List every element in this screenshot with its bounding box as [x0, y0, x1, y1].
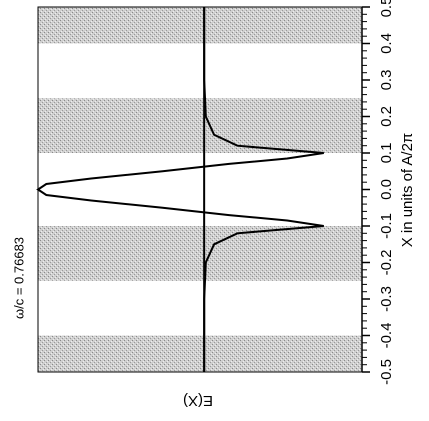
x-axis-title: X in units of A/2π [399, 133, 416, 248]
omega-annotation: ω/c = 0.76683 [11, 237, 26, 319]
x-tick-label: 0.2 [378, 106, 395, 127]
y-axis-title: E(X) [183, 392, 213, 409]
x-tick-label: 0.5 [378, 0, 395, 17]
x-tick-label: -0.4 [378, 323, 395, 349]
shaded-stripe [38, 7, 362, 44]
x-tick-label: 0.4 [378, 33, 395, 54]
x-tick-label: 0.1 [378, 143, 395, 164]
x-axis-tick-labels: -0.5 -0.4 -0.3 -0.2 -0.1 0.0 0.1 0.2 0.3 0.4 0.5 [378, 0, 395, 385]
x-tick-label: 0.3 [378, 70, 395, 91]
x-tick-label: -0.1 [378, 213, 395, 239]
x-tick-label: -0.2 [378, 250, 395, 276]
x-tick-label: -0.3 [378, 286, 395, 312]
shaded-stripe [38, 335, 362, 372]
plot-frame [37, 6, 363, 373]
x-tick-label: 0.0 [378, 179, 395, 200]
shaded-stripe [38, 98, 362, 153]
series-line-e-of-x [36, 7, 324, 372]
x-axis-ticks [362, 6, 370, 373]
dielectric-shading [38, 7, 362, 372]
shaded-stripe [38, 226, 362, 281]
x-tick-label: -0.5 [378, 359, 395, 385]
